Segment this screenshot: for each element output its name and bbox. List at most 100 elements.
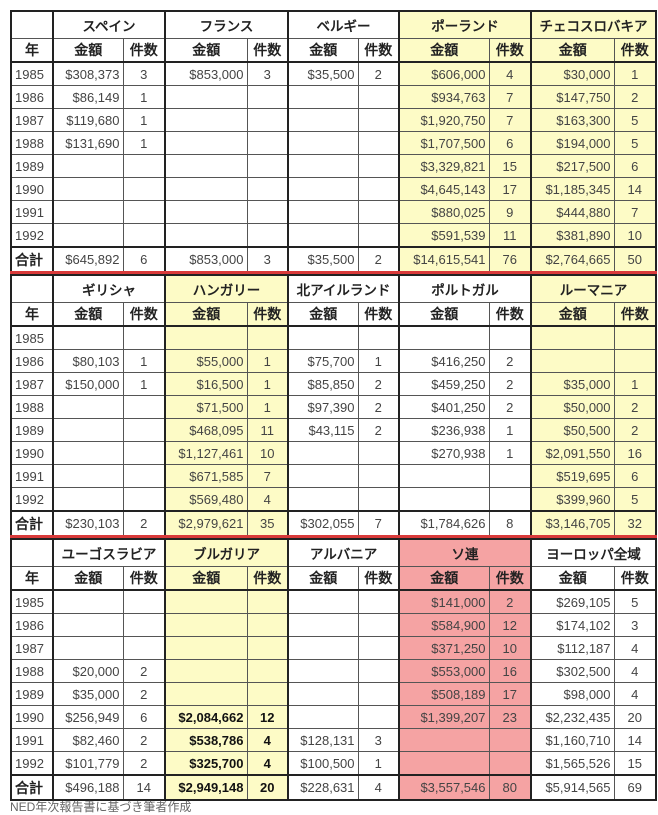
amount-cell [287,487,359,512]
year-header: 年 [10,566,54,591]
count-cell [357,131,400,155]
total-count: 6 [122,246,166,273]
amount-cell [52,441,124,465]
amount-cell: $97,390 [287,395,359,419]
year-cell: 1991 [10,200,54,224]
amount-header: 金額 [398,38,490,63]
amount-cell: $2,084,662 [164,705,248,729]
amount-cell: $269,105 [530,589,615,614]
count-cell [357,441,400,465]
amount-cell [164,154,248,178]
count-cell: 2 [357,418,400,442]
count-cell [122,223,166,248]
amount-cell: $236,938 [398,418,490,442]
country-name: ポーランド [398,10,532,39]
country-name: ユーゴスラビア [52,538,166,567]
total-amount: $35,500 [287,246,359,273]
count-cell: 1 [357,751,400,776]
count-cell [357,487,400,512]
amount-cell [398,464,490,488]
count-cell: 14 [613,728,657,752]
amount-cell: $880,025 [398,200,490,224]
count-cell: 2 [122,728,166,752]
country-name: フランス [163,10,289,39]
count-cell: 1 [613,61,657,86]
amount-cell [164,613,248,637]
count-cell [357,636,400,660]
amount-cell [52,418,124,442]
count-cell [122,589,166,614]
amount-cell [287,200,359,224]
amount-cell: $308,373 [52,61,124,86]
column-header-row: 年金額 件数 金額 件数 金額 件数 金額 件数 金額 件数 [10,566,657,591]
count-cell: 1 [122,108,166,132]
amount-cell: $584,900 [398,613,490,637]
count-cell: 2 [613,418,657,442]
total-count: 8 [488,510,532,537]
table-row: 1989 $468,095 11 $43,115 2 $236,938 1 $50,500 2 [10,418,657,442]
amount-header: 金額 [287,302,359,327]
amount-cell [52,464,124,488]
table-row: 1991 $880,025 9 $444,880 7 [10,200,657,224]
amount-cell [164,177,248,201]
amount-cell: $569,480 [164,487,248,512]
count-cell: 15 [613,751,657,776]
year-cell: 1985 [10,325,54,350]
amount-cell: $128,131 [287,728,359,752]
count-cell: 1 [122,85,166,109]
count-cell [122,154,166,178]
count-cell: 2 [357,61,400,86]
amount-header: 金額 [164,38,248,63]
count-cell [246,325,289,350]
total-amount: $853,000 [164,246,248,273]
amount-cell: $101,779 [52,751,124,776]
count-cell [357,659,400,683]
amount-cell [52,636,124,660]
amount-cell [164,223,248,248]
country-name: スペイン [52,10,166,39]
amount-header: 金額 [52,302,124,327]
count-cell: 5 [613,589,657,614]
count-cell: 11 [488,223,532,248]
table-row: 1988 $20,000 2 $553,000 16 $302,500 4 [10,659,657,683]
amount-cell: $35,000 [52,682,124,706]
total-row: 合計 $496,188 14 $2,949,148 20 $228,631 4 $3,557,… [10,774,657,801]
amount-cell: $401,250 [398,395,490,419]
count-cell [122,200,166,224]
total-amount: $2,949,148 [164,774,248,801]
count-cell [246,177,289,201]
year-cell: 1990 [10,705,54,729]
amount-cell [398,325,490,350]
count-cell: 4 [246,751,289,776]
amount-cell [164,108,248,132]
count-cell: 14 [613,177,657,201]
year-cell: 1989 [10,154,54,178]
count-cell: 4 [246,728,289,752]
amount-cell [287,154,359,178]
amount-cell [530,349,615,373]
year-header: 年 [10,302,54,327]
count-cell: 10 [488,636,532,660]
count-cell [488,751,532,776]
year-cell: 1990 [10,441,54,465]
country-name: ベルギー [287,10,400,39]
country-name: ヨーロッパ全域 [530,538,657,567]
amount-cell [52,395,124,419]
year-cell: 1991 [10,728,54,752]
table-row: 1985 [10,325,657,350]
count-cell [122,613,166,637]
total-count: 32 [613,510,657,537]
amount-cell: $80,103 [52,349,124,373]
amount-cell: $553,000 [398,659,490,683]
count-cell: 2 [488,395,532,419]
count-cell [357,464,400,488]
total-count: 4 [357,774,400,801]
table-row: 1991 $671,585 7 $519,695 6 [10,464,657,488]
amount-cell: $1,127,461 [164,441,248,465]
count-cell: 2 [357,395,400,419]
count-header: 件数 [246,566,289,591]
amount-cell [287,441,359,465]
count-cell: 4 [246,487,289,512]
count-header: 件数 [357,566,400,591]
total-row: 合計 $645,892 6 $853,000 3 $35,500 2 $14,615,541 7… [10,246,657,273]
